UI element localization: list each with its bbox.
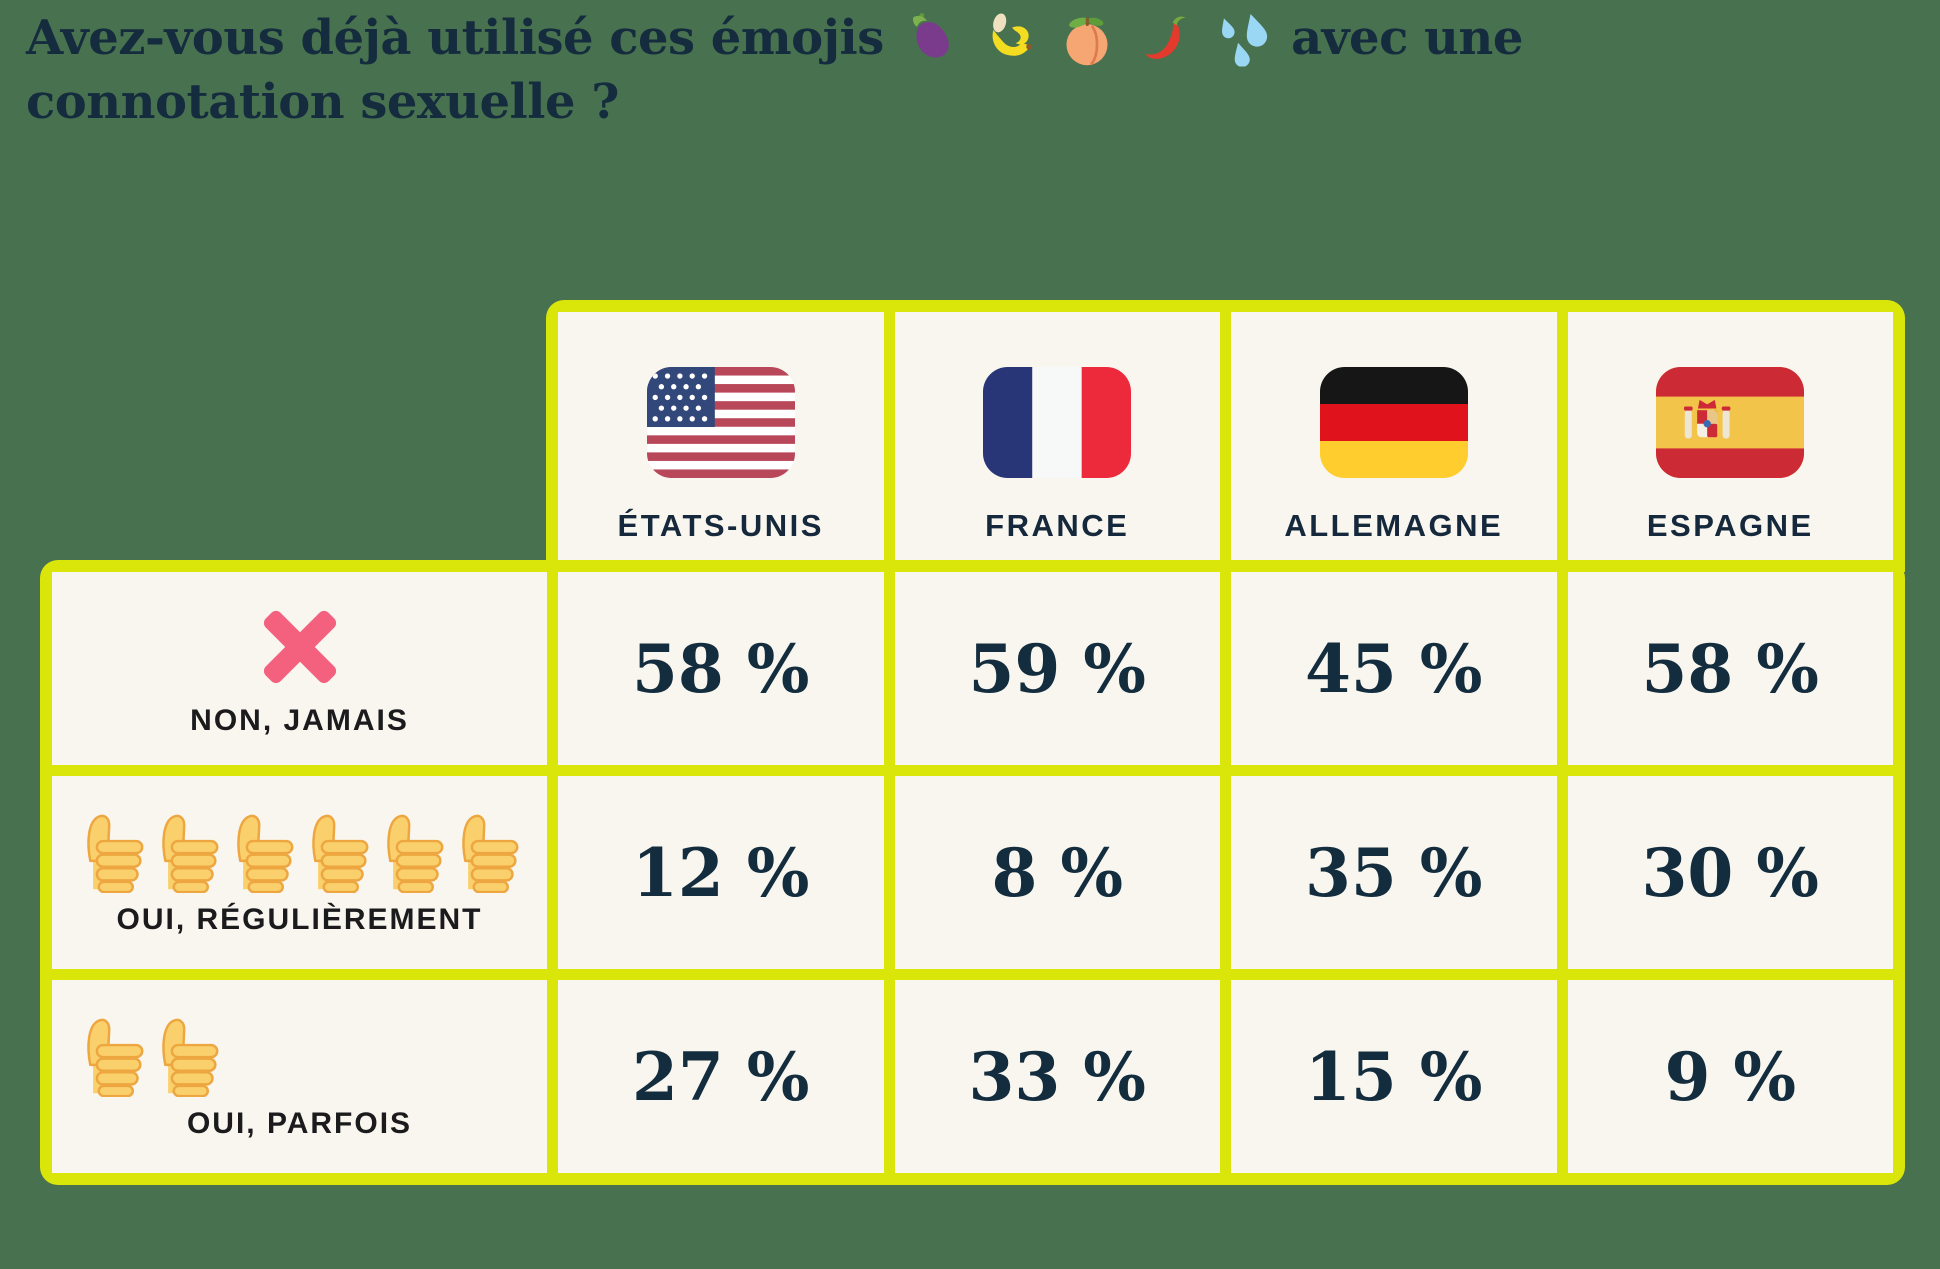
value-text: 59 % — [968, 629, 1147, 708]
title-line-2: connotation sexuelle ? — [26, 74, 619, 130]
value-text: 58 % — [1641, 629, 1820, 708]
header-cell-espagne: ESPAGNE — [1567, 312, 1893, 560]
hot-pepper-icon — [1138, 12, 1194, 68]
france-flag-icon — [983, 367, 1131, 478]
value-text: 12 % — [631, 833, 810, 912]
value-text: 45 % — [1304, 629, 1483, 708]
title-line-1: Avez-vous déjà utilisé ces émojis avec u… — [26, 6, 1916, 70]
row-label-oui-regulierement: OUI, RÉGULIÈREMENT — [52, 776, 547, 969]
value-cell: 33 % — [894, 980, 1220, 1173]
value-cell: 30 % — [1567, 776, 1893, 969]
row-icon-zone — [52, 600, 547, 694]
thumbs-up-icon — [153, 808, 221, 893]
row-label-text: NON, JAMAIS — [190, 703, 409, 737]
thumbs-up-icon — [453, 808, 521, 893]
banana-icon — [981, 12, 1037, 68]
germany-flag-icon — [1320, 367, 1468, 478]
value-cell: 35 % — [1231, 776, 1557, 969]
thumbs-up-icon — [78, 1012, 146, 1097]
value-text: 8 % — [991, 833, 1124, 912]
row-label-text: OUI, PARFOIS — [186, 1107, 413, 1140]
value-cell: 8 % — [894, 776, 1220, 969]
header-cell-france: FRANCE — [894, 312, 1220, 560]
value-cell: 9 % — [1567, 980, 1893, 1173]
country-label: FRANCE — [985, 508, 1130, 543]
row-label-non-jamais: NON, JAMAIS — [52, 572, 547, 765]
value-text: 58 % — [631, 629, 810, 708]
thumbs-up-icon — [78, 808, 146, 893]
value-cell: 58 % — [558, 572, 884, 765]
header-cell-allemagne: ALLEMAGNE — [1231, 312, 1557, 560]
value-cell: 45 % — [1231, 572, 1557, 765]
value-cell: 15 % — [1231, 980, 1557, 1173]
thumbs-up-icon — [153, 1012, 221, 1097]
thumbs-up-icon — [303, 808, 371, 893]
thumbs-up-icon — [378, 808, 446, 893]
row-label-text: OUI, RÉGULIÈREMENT — [116, 903, 483, 936]
country-label: ESPAGNE — [1646, 508, 1814, 543]
eggplant-icon — [903, 12, 959, 68]
sweat-droplets-icon — [1216, 12, 1272, 68]
table-header: ÉTATS-UNIS FRANCE ALLEMAGNE ESPAGNE — [546, 300, 1905, 572]
value-cell: 12 % — [558, 776, 884, 969]
table-body: NON, JAMAIS 58 % 59 % 45 % 58 % OUI, RÉG… — [40, 560, 1905, 1185]
title-text-after: avec une — [1291, 10, 1523, 66]
peach-icon — [1059, 12, 1115, 68]
row-icon-zone — [52, 808, 547, 893]
thumbs-up-icon — [228, 808, 296, 893]
value-cell: 58 % — [1567, 572, 1893, 765]
value-cell: 59 % — [894, 572, 1220, 765]
value-text: 27 % — [631, 1037, 810, 1116]
country-label: ÉTATS-UNIS — [617, 508, 824, 543]
country-label: ALLEMAGNE — [1284, 508, 1504, 543]
value-text: 35 % — [1304, 833, 1483, 912]
value-text: 15 % — [1304, 1037, 1483, 1116]
row-icon-zone — [52, 1012, 547, 1097]
row-label-oui-parfois: OUI, PARFOIS — [52, 980, 547, 1173]
value-text: 9 % — [1664, 1037, 1797, 1116]
question-title: Avez-vous déjà utilisé ces émojis avec u… — [26, 6, 1916, 134]
spain-flag-icon — [1656, 367, 1804, 478]
value-text: 30 % — [1641, 833, 1820, 912]
title-text-before: Avez-vous déjà utilisé ces émojis — [26, 10, 884, 66]
value-cell: 27 % — [558, 980, 884, 1173]
value-text: 33 % — [968, 1037, 1147, 1116]
cross-mark-icon — [253, 600, 347, 694]
usa-flag-icon — [647, 367, 795, 478]
header-cell-etats-unis: ÉTATS-UNIS — [558, 312, 884, 560]
